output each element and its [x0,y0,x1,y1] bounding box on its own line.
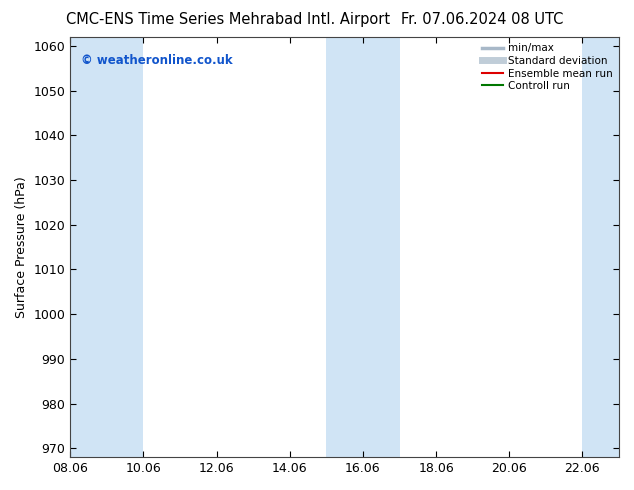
Bar [583,37,619,457]
Text: © weatheronline.co.uk: © weatheronline.co.uk [81,54,233,67]
Text: CMC-ENS Time Series Mehrabad Intl. Airport: CMC-ENS Time Series Mehrabad Intl. Airpo… [66,12,391,27]
Bar [327,37,399,457]
Y-axis label: Surface Pressure (hPa): Surface Pressure (hPa) [15,176,28,318]
Legend: min/max, Standard deviation, Ensemble mean run, Controll run: min/max, Standard deviation, Ensemble me… [478,39,617,95]
Bar [70,37,143,457]
Text: Fr. 07.06.2024 08 UTC: Fr. 07.06.2024 08 UTC [401,12,563,27]
